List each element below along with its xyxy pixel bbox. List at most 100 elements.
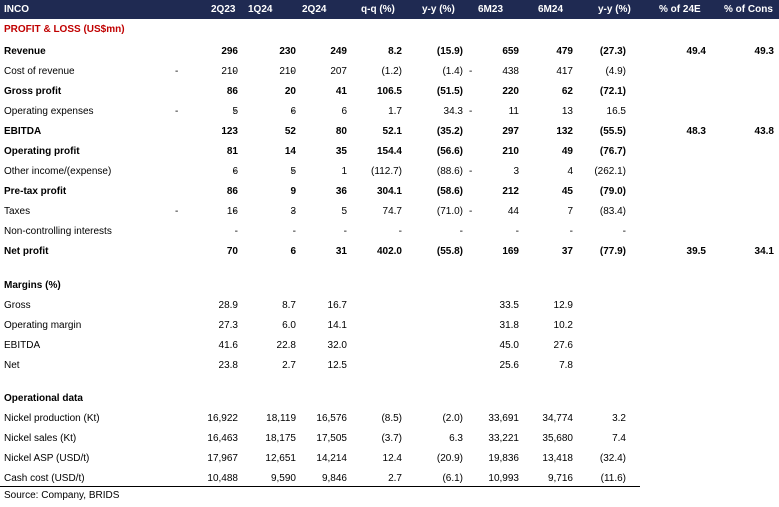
cell-value: - [398, 226, 402, 237]
cell-value: (1.4) [442, 66, 463, 77]
column-header: 6M24 [538, 4, 564, 15]
cell-value: (3.7) [381, 433, 402, 444]
cell-value: 18,175 [265, 433, 296, 444]
cell-value: 296 [221, 46, 238, 57]
cell-value: 22.8 [276, 340, 296, 351]
cell-value: 479 [556, 46, 573, 57]
cell-value: 8.2 [388, 46, 402, 57]
cell-value: (83.4) [599, 206, 626, 217]
cell-value: 297 [502, 126, 519, 137]
source-note: Source: Company, BRIDS [4, 490, 120, 501]
cell-value: 5 [232, 106, 238, 117]
row-label: Net profit [4, 246, 49, 257]
cell-dash: - [291, 166, 295, 177]
cell-value: - [234, 226, 238, 237]
cell-value: 6 [290, 246, 296, 257]
margins-section-title: Margins (%) [4, 280, 61, 291]
table-row: Cash cost (USD/t) 10,488 9,590 9,846 2.7 (6.1… [0, 469, 779, 489]
table-row: EBITDA 123 52 80 52.1 (35.2) 297 132 (55.5) 48.3 4… [0, 122, 779, 142]
cell-value: 49 [561, 146, 573, 157]
cell-value: 210 [502, 146, 519, 157]
cell-value: 230 [279, 46, 296, 57]
cell-value: 3.2 [612, 413, 626, 424]
cell-dash: - [469, 66, 473, 77]
cell-value: 417 [556, 66, 573, 77]
cell-value: 70 [226, 246, 238, 257]
table-row: Gross 28.9 8.7 16.7 33.5 12.9 [0, 296, 779, 316]
cell-value: 4 [567, 166, 573, 177]
cell-value: 37 [561, 246, 573, 257]
cell-value: 169 [502, 246, 519, 257]
cell-value: 304.1 [376, 186, 402, 197]
row-label: Gross profit [4, 86, 62, 97]
cell-value: 16.5 [606, 106, 626, 117]
cell-value: - [459, 226, 463, 237]
cell-value: 18,119 [266, 413, 296, 424]
cell-value: (262.1) [594, 166, 626, 177]
cell-value: 12.9 [553, 300, 573, 311]
cell-value: 20 [284, 86, 296, 97]
cell-value: 80 [335, 126, 347, 137]
cell-value: (76.7) [599, 146, 626, 157]
table-bottom-rule [0, 486, 640, 487]
cell-value: 123 [221, 126, 238, 137]
cell-value: 212 [502, 186, 519, 197]
cell-value: 9,716 [547, 473, 573, 484]
row-label: Revenue [4, 46, 46, 57]
cell-value: 659 [502, 46, 519, 57]
cell-value: 33,221 [488, 433, 519, 444]
cell-value: 7 [567, 206, 573, 217]
cell-value: (77.9) [599, 246, 626, 257]
cell-value: - [622, 226, 626, 237]
cell-value: 2.7 [282, 360, 296, 371]
row-label: Cost of revenue [4, 66, 75, 77]
cell-value: 27.3 [218, 320, 238, 331]
cell-dash: - [291, 66, 295, 77]
cell-value: - [343, 226, 347, 237]
cell-value: 43.8 [754, 126, 774, 137]
cell-value: 34.1 [754, 246, 774, 257]
pl-section-title: PROFIT & LOSS (US$mn) [4, 24, 125, 35]
cell-value: 44 [507, 206, 519, 217]
table-row: EBITDA 41.6 22.8 32.0 45.0 27.6 [0, 336, 779, 356]
cell-value: (79.0) [599, 186, 626, 197]
cell-value: (1.2) [381, 66, 402, 77]
cell-value: 86 [226, 86, 238, 97]
cell-value: 12,651 [265, 453, 296, 464]
cell-value: 14 [284, 146, 296, 157]
cell-value: 10,488 [207, 473, 238, 484]
column-header: 2Q23 [211, 4, 236, 15]
cell-value: - [569, 226, 573, 237]
column-header: 2Q24 [302, 4, 327, 15]
cell-value: 17,505 [316, 433, 347, 444]
table-row: Pre-tax profit 86 9 36 304.1 (58.6) 212 45 (79.0… [0, 182, 779, 202]
row-label: Other income/(expense) [4, 166, 112, 177]
row-label: Net [4, 360, 20, 371]
table-row: Cost of revenue 210 210 207 (1.2) (1.4) 438 417… [0, 62, 779, 82]
cell-dash: - [469, 166, 473, 177]
cell-value: 132 [556, 126, 573, 137]
cell-dash: - [233, 166, 237, 177]
cell-value: - [292, 226, 296, 237]
cell-value: 28.9 [218, 300, 238, 311]
table-row: Nickel sales (Kt) 16,463 18,175 17,505 (3.7)… [0, 429, 779, 449]
table-row: Operating margin 27.3 6.0 14.1 31.8 10.2 [0, 316, 779, 336]
cell-value: 210 [279, 66, 296, 77]
cell-value: 32.0 [327, 340, 347, 351]
table-title: INCO [4, 4, 29, 15]
cell-value: 62 [561, 86, 573, 97]
table-row: Operating expenses 5 6 6 1.7 34.3 11 13 16.5 - - - - [0, 102, 779, 122]
cell-dash: - [233, 66, 237, 77]
cell-value: 86 [226, 186, 238, 197]
cell-value: 10,993 [488, 473, 519, 484]
table-row: Nickel ASP (USD/t) 17,967 12,651 14,214 12.4… [0, 449, 779, 469]
cell-value: 74.7 [382, 206, 402, 217]
cell-value: 5 [341, 206, 347, 217]
cell-value: (27.3) [599, 46, 626, 57]
cell-dash: - [233, 206, 237, 217]
cell-value: (71.0) [436, 206, 463, 217]
table-row: Nickel production (Kt) 16,922 18,119 16,576… [0, 409, 779, 429]
cell-value: 14.1 [327, 320, 347, 331]
cell-value: (51.5) [436, 86, 463, 97]
cell-value: 207 [330, 66, 347, 77]
